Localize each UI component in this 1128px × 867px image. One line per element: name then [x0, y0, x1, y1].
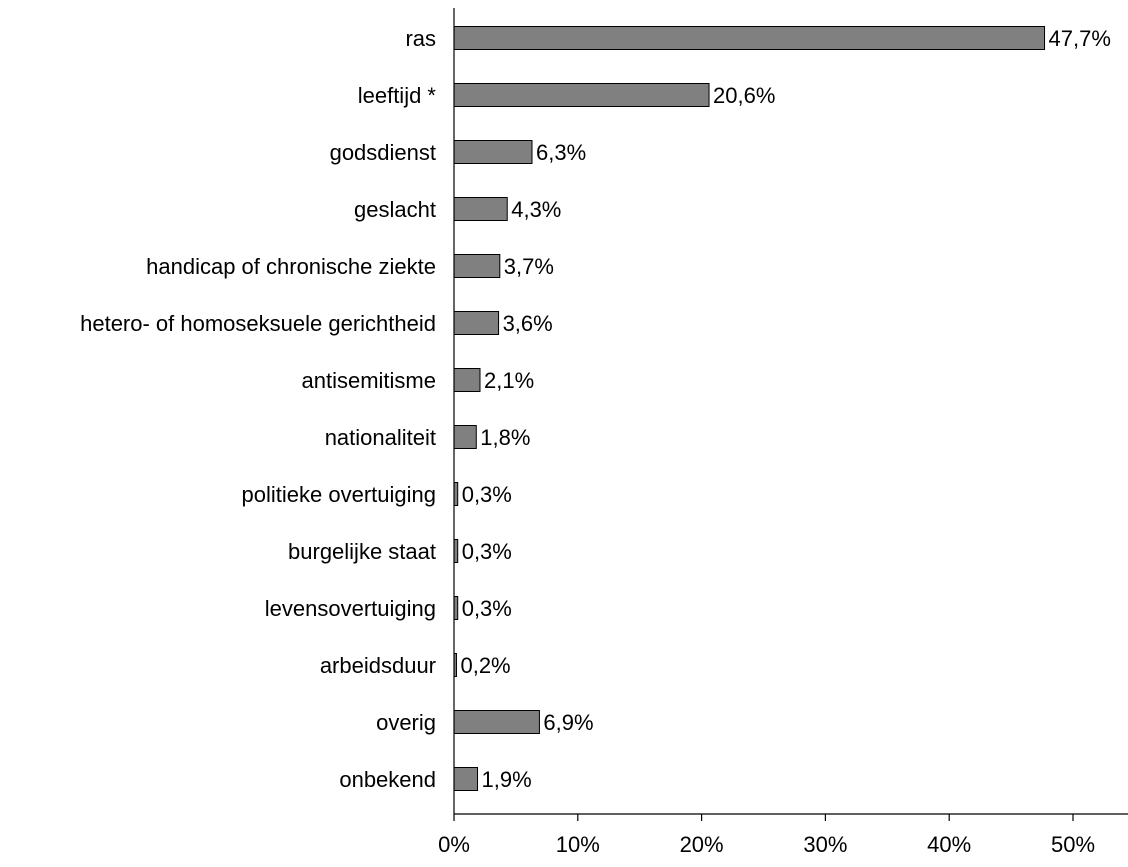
- x-tick-label: 40%: [927, 832, 971, 857]
- category-label: hetero- of homoseksuele gerichtheid: [80, 311, 436, 336]
- category-label: levensovertuiging: [265, 596, 436, 621]
- category-label: godsdienst: [330, 140, 436, 165]
- category-label: overig: [376, 710, 436, 735]
- bar: [453, 767, 479, 791]
- category-label: leeftijd *: [358, 83, 437, 108]
- data-label: 0,3%: [462, 539, 512, 564]
- bar: [453, 254, 501, 278]
- x-tick-label: 0%: [438, 832, 470, 857]
- category-label: ras: [405, 26, 436, 51]
- data-label: 3,6%: [503, 311, 553, 336]
- category-label: nationaliteit: [325, 425, 436, 450]
- data-label: 1,9%: [482, 767, 532, 792]
- data-label: 2,1%: [484, 368, 534, 393]
- bar: [453, 311, 500, 335]
- data-label: 1,8%: [480, 425, 530, 450]
- axes-layer: 0% 10% 20% 30% 40% 50%: [438, 8, 1128, 857]
- category-label: onbekend: [339, 767, 436, 792]
- data-label: 0,3%: [462, 596, 512, 621]
- bar: [453, 710, 540, 734]
- data-label: 4,3%: [511, 197, 561, 222]
- data-labels-layer: 47,7% 20,6% 6,3% 4,3% 3,7% 3,6% 2,1% 1,8% 0,3% 0,…: [460, 26, 1110, 792]
- category-label: burgelijke staat: [288, 539, 436, 564]
- data-label: 6,3%: [536, 140, 586, 165]
- bar: [453, 140, 533, 164]
- data-label: 6,9%: [543, 710, 593, 735]
- x-tick-label: 30%: [803, 832, 847, 857]
- bar: [453, 197, 508, 221]
- category-label: arbeidsduur: [320, 653, 436, 678]
- category-label: politieke overtuiging: [242, 482, 436, 507]
- category-label: antisemitisme: [302, 368, 436, 393]
- category-label: handicap of chronische ziekte: [146, 254, 436, 279]
- bar: [453, 368, 481, 392]
- bar: [453, 425, 477, 449]
- data-label: 0,3%: [462, 482, 512, 507]
- category-label: geslacht: [354, 197, 436, 222]
- data-label: 0,2%: [460, 653, 510, 678]
- bar: [453, 26, 1046, 50]
- x-tick-label: 10%: [556, 832, 600, 857]
- data-label: 47,7%: [1049, 26, 1111, 51]
- bar: [453, 83, 710, 107]
- x-tick-label: 20%: [680, 832, 724, 857]
- category-labels-layer: ras leeftijd * godsdienst geslacht handicap …: [80, 26, 436, 792]
- data-label: 20,6%: [713, 83, 775, 108]
- x-tick-label: 50%: [1051, 832, 1095, 857]
- data-label: 3,7%: [504, 254, 554, 279]
